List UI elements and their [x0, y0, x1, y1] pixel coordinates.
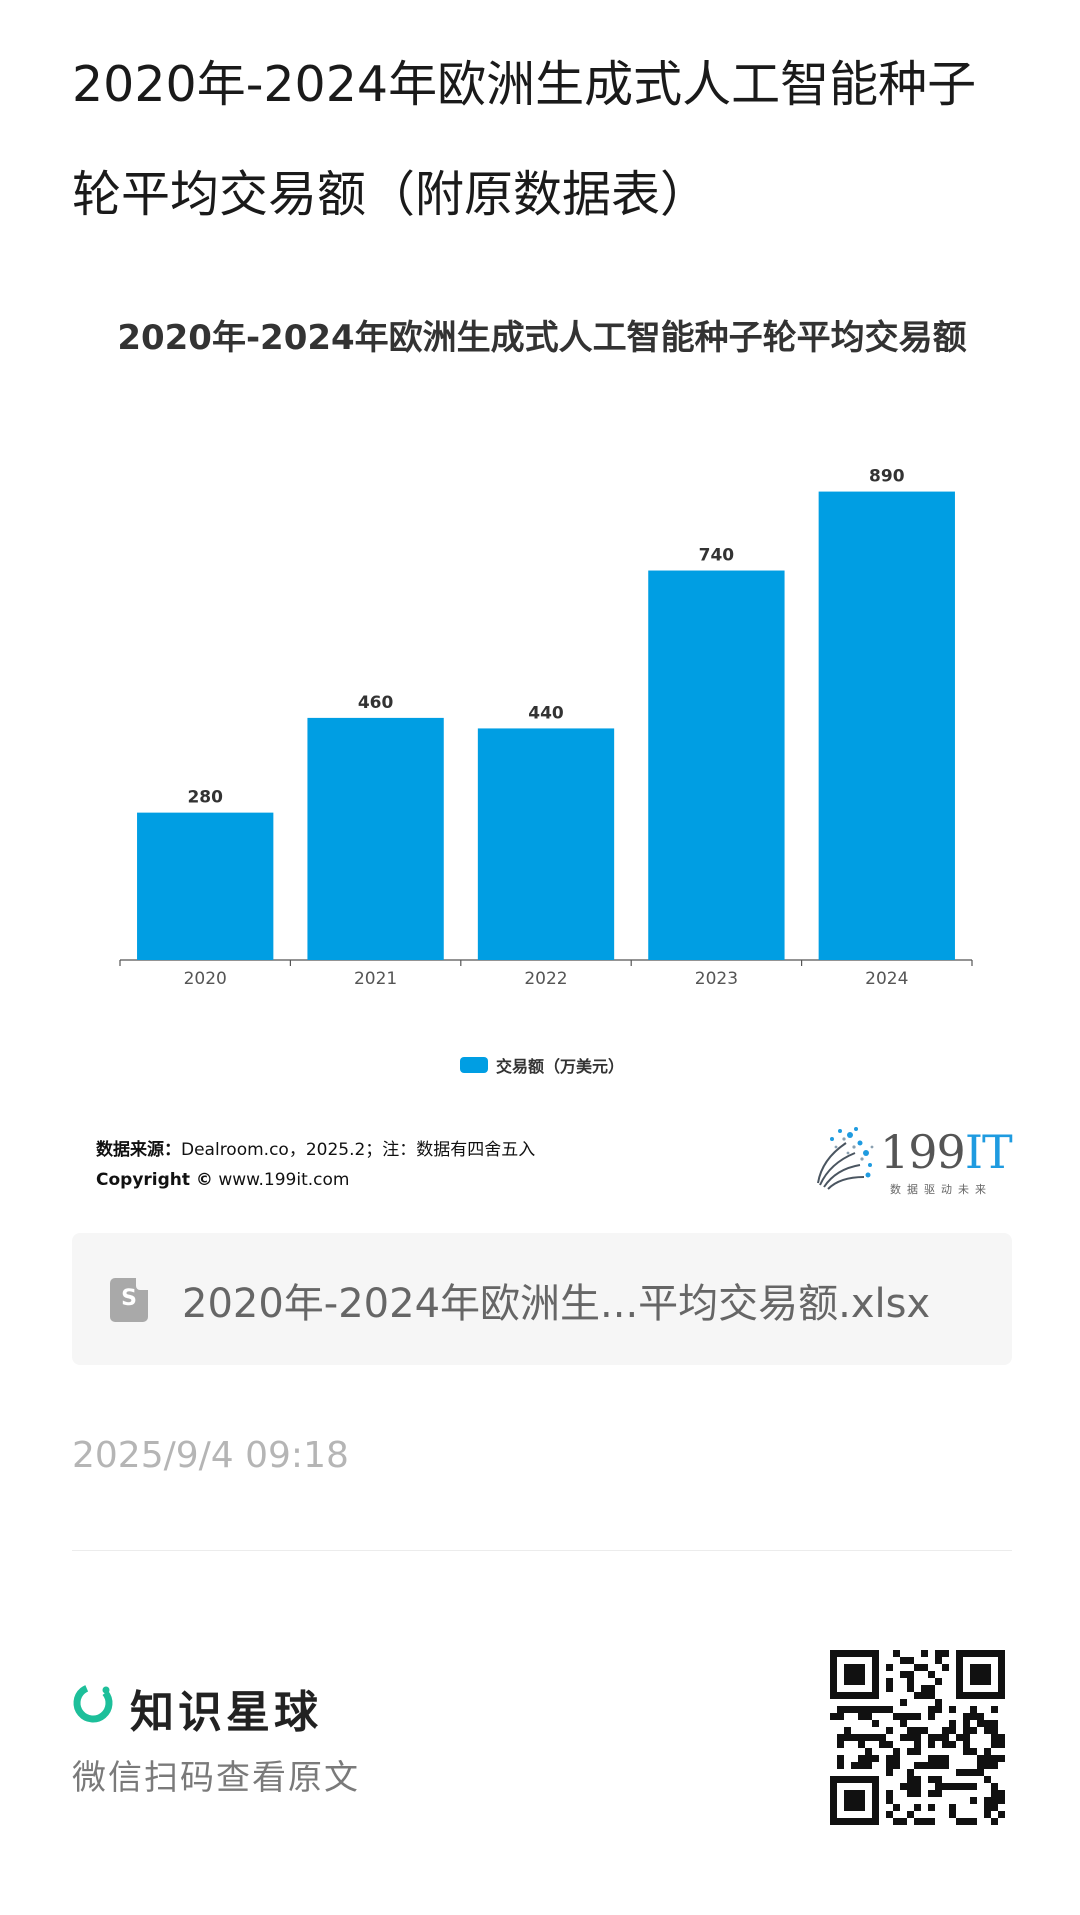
copyright-label: Copyright © — [96, 1170, 213, 1190]
bar-2023 — [648, 570, 785, 960]
spreadsheet-file-icon: S — [110, 1278, 148, 1322]
data-label-2022: 440 — [528, 703, 564, 723]
data-label-2020: 280 — [187, 788, 223, 808]
x-tick-label-2024: 2024 — [865, 969, 908, 989]
copyright-url: www.199it.com — [218, 1170, 350, 1190]
page-title: 2020年-2024年欧洲生成式人工智能种子轮平均交易额（附原数据表） — [72, 56, 977, 223]
data-label-2024: 890 — [869, 467, 905, 487]
bar-2024 — [818, 491, 955, 960]
bar-2022 — [477, 728, 615, 960]
attachment-file[interactable]: S 2020年-2024年欧洲生...平均交易额.xlsx — [72, 1233, 1012, 1365]
chart-legend: 交易额（万美元） — [72, 1053, 1012, 1077]
chart-card: 2020年-2024年欧洲生成式人工智能种子轮平均交易额 280 2020 460 2… — [72, 285, 1013, 1215]
x-tick-label-2020: 2020 — [184, 969, 227, 989]
scan-hint: 微信扫码查看原文 — [72, 1758, 360, 1798]
x-tick-label-2023: 2023 — [695, 969, 738, 989]
data-label-2023: 740 — [699, 546, 735, 566]
chart-title: 2020年-2024年欧洲生成式人工智能种子轮平均交易额 — [117, 318, 967, 358]
data-label-2021: 460 — [358, 693, 394, 713]
brand-name: 199IT — [880, 1125, 1013, 1179]
data-source: 数据来源：Dealroom.co，2025.2；注：数据有四舍五入 Copyri… — [96, 1135, 535, 1195]
legend-label: 交易额（万美元） — [495, 1057, 624, 1076]
file-name: 2020年-2024年欧洲生...平均交易额.xlsx — [182, 1281, 931, 1327]
dandelion-icon — [817, 1127, 874, 1190]
x-tick-label-2022: 2022 — [524, 969, 567, 989]
zsxq-logo-icon — [73, 1683, 113, 1723]
divider — [72, 1550, 1012, 1551]
bar-2020 — [137, 812, 274, 960]
legend-swatch — [459, 1057, 488, 1073]
brand-logo: 199IT 数据驱动未来 — [810, 1123, 1013, 1203]
source-text: Dealroom.co，2025.2；注：数据有四舍五入 — [181, 1140, 536, 1160]
x-tick-label-2021: 2021 — [354, 969, 397, 989]
source-label: 数据来源： — [96, 1140, 181, 1160]
bar-2021 — [307, 717, 444, 960]
brand-tagline: 数据驱动未来 — [890, 1183, 992, 1196]
qr-code[interactable] — [830, 1650, 1005, 1825]
app-name: 知识星球 — [130, 1687, 322, 1738]
bar-chart: 280 2020 460 2021 440 2022 740 2023 890 2024 — [119, 467, 973, 989]
post-timestamp: 2025/9/4 09:18 — [72, 1435, 349, 1476]
